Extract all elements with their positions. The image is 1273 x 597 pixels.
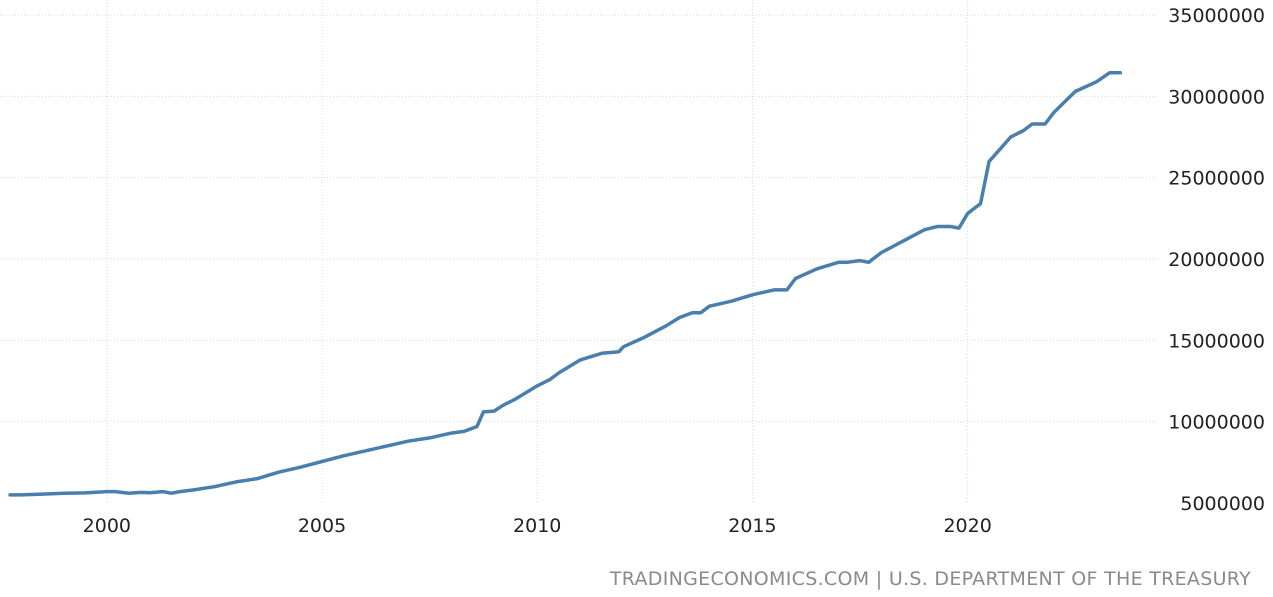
y-tick-label: 35000000 (1168, 5, 1265, 27)
x-axis-labels: 2000 2005 2010 2015 2020 (83, 515, 992, 537)
y-tick-label: 10000000 (1168, 412, 1265, 434)
series-layer (8, 70, 1123, 497)
x-tick-label: 2020 (943, 515, 991, 537)
x-tick-label: 2000 (83, 515, 131, 537)
x-tick-label: 2015 (728, 515, 776, 537)
x-gridlines (106, 0, 969, 503)
x-tick-label: 2005 (298, 515, 346, 537)
y-tick-label: 5000000 (1180, 493, 1265, 515)
y-axis-labels: 5000000 10000000 15000000 20000000 25000000 3… (1168, 5, 1265, 515)
y-tick-label: 15000000 (1168, 330, 1265, 352)
source-credit: TRADINGECONOMICS.COM | U.S. DEPARTMENT O… (609, 568, 1251, 590)
y-tick-label: 20000000 (1168, 249, 1265, 271)
y-gridlines (0, 14, 1157, 423)
x-tick-label: 2010 (513, 515, 561, 537)
y-tick-label: 25000000 (1168, 168, 1265, 190)
series-line (8, 70, 1123, 497)
y-tick-label: 30000000 (1168, 86, 1265, 108)
